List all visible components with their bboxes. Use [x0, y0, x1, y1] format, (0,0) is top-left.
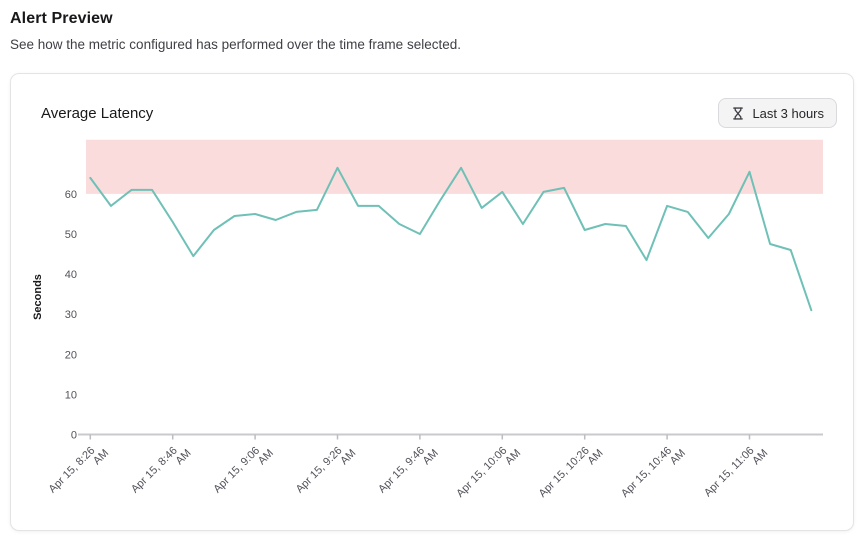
time-range-button[interactable]: Last 3 hours	[718, 98, 837, 128]
x-tick-label: Apr 15, 8:46AM	[129, 439, 194, 504]
y-tick-label: 30	[65, 309, 77, 321]
x-tick-label: Apr 15, 11:06AM	[702, 439, 770, 507]
y-tick-label: 10	[65, 389, 77, 401]
alert-preview-page: Alert Preview See how the metric configu…	[10, 10, 854, 531]
alert-threshold-band	[86, 139, 823, 194]
hourglass-icon	[731, 106, 745, 121]
latency-chart-card: Average Latency Last 3 hours 0 10 20 30 40 50…	[10, 73, 854, 531]
x-tick-label: Apr 15, 10:46AM	[619, 439, 688, 508]
y-tick-label: 60	[65, 189, 77, 201]
y-tick-label: 50	[65, 229, 77, 241]
x-tick-label: Apr 15, 10:06AM	[454, 439, 523, 508]
x-tick-label: Apr 15, 10:26AM	[537, 439, 606, 508]
latency-line-chart: 0 10 20 30 40 50 60 Seconds Apr 15, 8:26AM Apr 15…	[32, 139, 823, 508]
page-subtitle: See how the metric configured has perfor…	[10, 37, 461, 52]
page-title: Alert Preview	[10, 10, 113, 27]
latency-series-line	[89, 166, 813, 312]
y-tick-label: 40	[65, 269, 77, 281]
x-tick-label: Apr 15, 9:06AM	[211, 439, 276, 504]
y-tick-label: 20	[65, 349, 77, 361]
x-tick-label: Apr 15, 9:26AM	[294, 439, 359, 504]
chart-title: Average Latency	[41, 104, 154, 122]
y-tick-label: 0	[71, 430, 77, 442]
y-axis-title: Seconds	[32, 274, 44, 320]
card-header: Average Latency Last 3 hours	[11, 74, 853, 130]
x-tick-label: Apr 15, 9:46AM	[376, 439, 441, 504]
x-tick-label: Apr 15, 8:26AM	[47, 439, 112, 504]
time-range-label: Last 3 hours	[752, 105, 824, 121]
